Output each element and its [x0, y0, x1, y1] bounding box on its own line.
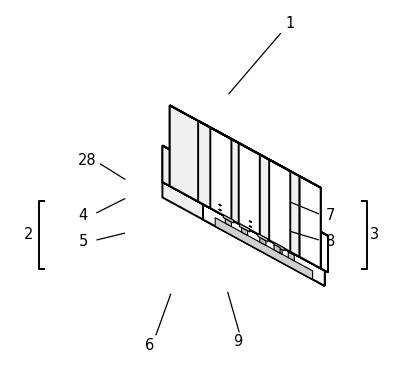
Polygon shape: [231, 183, 238, 224]
Polygon shape: [198, 165, 238, 224]
Polygon shape: [228, 138, 249, 230]
Text: 5: 5: [78, 234, 87, 249]
Polygon shape: [221, 177, 228, 218]
Polygon shape: [162, 182, 324, 270]
Polygon shape: [202, 204, 324, 286]
Text: 7: 7: [325, 208, 334, 223]
Polygon shape: [162, 145, 210, 172]
Polygon shape: [279, 166, 320, 268]
Polygon shape: [258, 154, 299, 257]
Polygon shape: [292, 216, 299, 257]
Polygon shape: [190, 161, 238, 187]
Polygon shape: [279, 210, 320, 268]
Polygon shape: [190, 161, 231, 220]
Polygon shape: [239, 224, 249, 232]
Polygon shape: [162, 145, 169, 186]
Polygon shape: [249, 149, 290, 252]
Polygon shape: [279, 210, 287, 250]
Polygon shape: [162, 182, 284, 264]
Polygon shape: [219, 132, 259, 235]
Text: 6: 6: [145, 338, 154, 352]
Polygon shape: [273, 242, 283, 251]
Polygon shape: [269, 160, 290, 252]
Polygon shape: [273, 244, 279, 253]
Polygon shape: [228, 138, 269, 240]
Polygon shape: [198, 121, 238, 224]
Polygon shape: [215, 218, 312, 279]
Polygon shape: [190, 117, 231, 220]
Polygon shape: [275, 246, 281, 254]
Polygon shape: [190, 161, 198, 201]
Polygon shape: [258, 154, 320, 188]
Text: 1: 1: [284, 17, 294, 31]
Polygon shape: [221, 177, 261, 236]
Polygon shape: [251, 194, 292, 253]
Polygon shape: [202, 168, 210, 208]
Polygon shape: [257, 234, 267, 242]
Polygon shape: [228, 138, 290, 171]
Polygon shape: [241, 227, 247, 235]
Polygon shape: [169, 106, 231, 139]
Polygon shape: [259, 237, 265, 245]
Polygon shape: [198, 121, 219, 213]
Polygon shape: [299, 176, 320, 268]
Polygon shape: [251, 194, 299, 220]
Polygon shape: [225, 218, 231, 227]
Polygon shape: [228, 182, 269, 240]
Polygon shape: [238, 143, 259, 235]
Polygon shape: [251, 194, 258, 235]
Polygon shape: [279, 210, 327, 236]
Polygon shape: [284, 248, 324, 286]
Text: 2: 2: [24, 227, 34, 242]
Text: 28: 28: [77, 153, 96, 168]
Polygon shape: [320, 232, 327, 272]
Polygon shape: [210, 128, 231, 220]
Polygon shape: [169, 149, 210, 208]
Polygon shape: [223, 215, 233, 223]
Text: 8: 8: [325, 234, 334, 249]
Polygon shape: [288, 252, 294, 261]
Text: 4: 4: [78, 208, 87, 223]
Text: 3: 3: [369, 227, 378, 242]
Polygon shape: [221, 177, 269, 204]
Text: 9: 9: [233, 334, 242, 349]
Polygon shape: [287, 214, 327, 272]
Polygon shape: [198, 121, 259, 155]
Polygon shape: [258, 198, 299, 257]
Polygon shape: [169, 106, 190, 197]
Polygon shape: [261, 200, 269, 240]
Polygon shape: [169, 106, 210, 208]
Polygon shape: [162, 145, 202, 204]
Polygon shape: [258, 154, 279, 246]
